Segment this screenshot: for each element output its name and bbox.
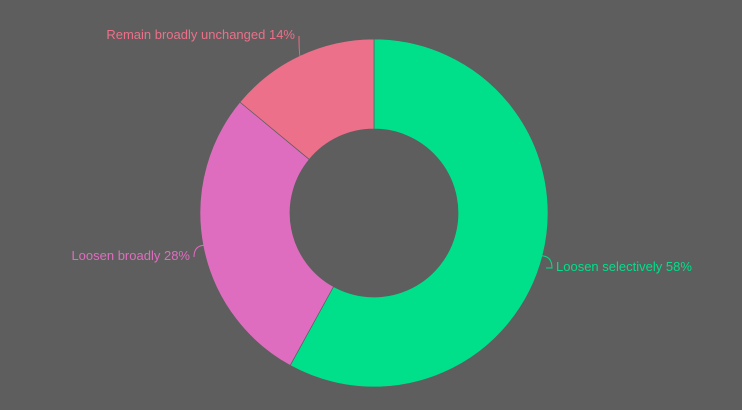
slice xyxy=(199,101,335,366)
leader-line xyxy=(193,244,206,258)
slice-name: Loosen selectively xyxy=(556,259,663,274)
slice-name: Remain broadly unchanged xyxy=(106,27,265,42)
slice-label: Loosen selectively 58% xyxy=(556,259,692,274)
leader-line xyxy=(540,255,553,269)
slice-label: Remain broadly unchanged 14% xyxy=(106,27,295,42)
slice xyxy=(239,38,375,160)
slice-name: Loosen broadly xyxy=(71,248,160,263)
slice-value: 14% xyxy=(269,27,295,42)
slice-value: 28% xyxy=(164,248,190,263)
leader-line xyxy=(298,35,302,58)
slice xyxy=(289,38,549,388)
slice-label: Loosen broadly 28% xyxy=(71,248,190,263)
slice-value: 58% xyxy=(666,259,692,274)
